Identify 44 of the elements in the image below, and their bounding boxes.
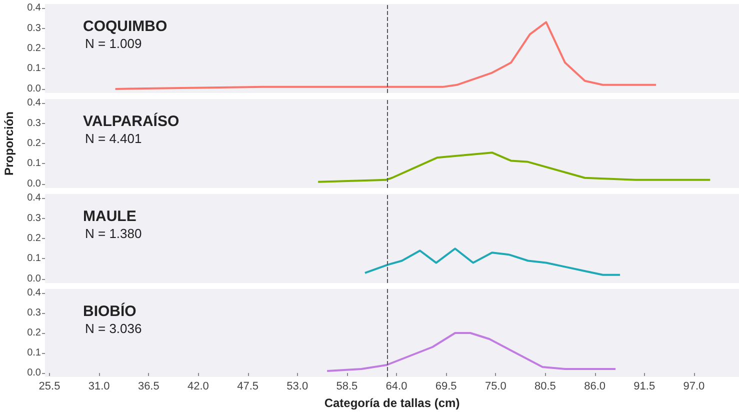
y-tick-label: 0.2: [27, 138, 42, 149]
y-tick-label: 0.0: [27, 368, 42, 378]
x-tick-label: 97.0: [683, 380, 705, 392]
y-axis-title: Proporción: [2, 111, 16, 176]
y-tick-label: 0.0: [27, 178, 42, 190]
text: MAULE: [83, 208, 136, 225]
text: N = 1.009: [85, 36, 142, 51]
x-tick-label: 58.5: [336, 380, 358, 392]
x-tick-label: 42.0: [188, 380, 209, 392]
x-tick-label: 64.0: [386, 380, 408, 392]
y-tick-label: 0.4: [27, 2, 42, 14]
text: N = 4.401: [85, 131, 142, 146]
x-tick-label: 31.0: [88, 380, 110, 392]
y-tick-label: 0.0: [27, 83, 42, 94]
y-tick-label: 0.3: [27, 212, 42, 224]
text: N = 1.380: [85, 226, 142, 241]
y-tick-label: 0.3: [27, 118, 42, 129]
x-tick-label: 69.5: [435, 380, 457, 392]
x-tick-label: 53.0: [286, 380, 308, 392]
y-tick-label: 0.4: [27, 98, 42, 109]
y-tick-label: 0.1: [27, 158, 42, 170]
text: BIOBÍO: [83, 302, 137, 320]
y-tick-label: 0.3: [27, 308, 42, 318]
x-tick-label: 86.0: [584, 380, 606, 392]
y-tick-label: 0.4: [27, 288, 42, 298]
y-tick-label: 0.3: [27, 22, 42, 34]
y-tick-label: 0.1: [27, 63, 42, 74]
text: COQUIMBO: [83, 18, 168, 35]
x-tick-label: 25.5: [38, 380, 60, 392]
y-tick-label: 0.1: [27, 253, 42, 264]
text: VALPARAÍSO: [83, 112, 180, 130]
x-tick-label: 36.5: [138, 380, 160, 392]
y-tick-label: 0.1: [27, 348, 42, 358]
y-tick-label: 0.2: [27, 43, 42, 54]
x-tick-label: 47.5: [237, 380, 259, 392]
x-tick-label: 80.5: [534, 380, 556, 392]
x-axis-title: Categoría de tallas (cm): [324, 396, 460, 410]
y-tick-label: 0.0: [27, 273, 42, 284]
text: N = 3.036: [85, 321, 142, 336]
x-tick-label: 75.0: [484, 380, 506, 392]
y-tick-label: 0.4: [27, 192, 42, 204]
y-tick-label: 0.2: [27, 233, 42, 244]
x-tick-label: 91.5: [634, 380, 656, 392]
y-tick-label: 0.2: [27, 328, 42, 338]
